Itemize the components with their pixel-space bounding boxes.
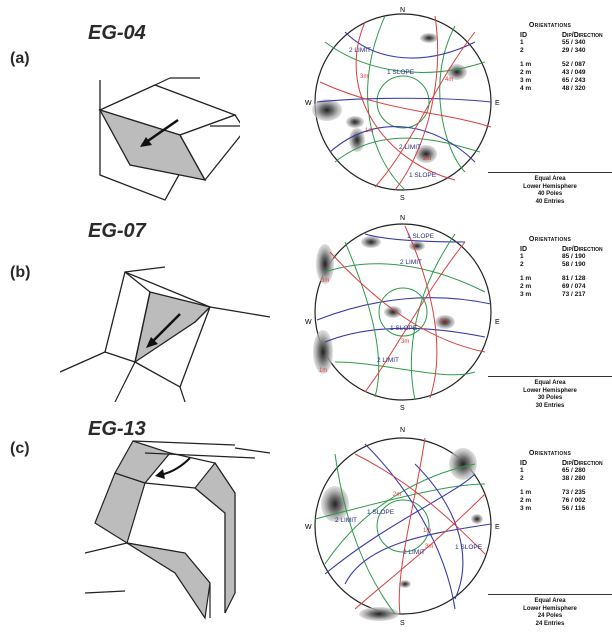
orientations-heading: Orientations [528, 236, 572, 243]
table-row: 3 m 73 / 217 [520, 291, 586, 298]
orientations-heading: Orientations [528, 22, 572, 29]
panel-b: EG-07 (b) N S W [0, 212, 612, 417]
table-row: 2 m 43 / 049 [520, 69, 586, 76]
slope-sketch-b [60, 266, 270, 402]
orientations-table: Orientations ID Dip/Direction 1 85 / 190 … [488, 236, 612, 299]
slope-label: 1 SLOPE [390, 325, 418, 332]
limit-label: 2 LIMIT [399, 144, 421, 151]
west-label: W [305, 524, 312, 531]
limit-label: 2 LIMIT [400, 259, 422, 266]
plot-footer: Equal Area Lower Hemisphere 30 Poles 30 … [488, 376, 612, 410]
panel-letter: (b) [10, 264, 31, 281]
south-label: S [400, 195, 405, 202]
table-row: 4 m 48 / 320 [520, 85, 586, 92]
west-label: W [305, 319, 312, 326]
mean-label: 2m [393, 492, 401, 498]
table-row: 3 m 56 / 116 [520, 505, 586, 512]
mean-label: 1m [365, 128, 373, 134]
table-row: 2 m 69 / 074 [520, 283, 586, 290]
mean-label: 2m [440, 319, 448, 325]
mean-label: 4m [445, 77, 453, 83]
limit-label: 2 LIMIT [377, 357, 399, 364]
table-row: 1 m 81 / 128 [520, 275, 586, 282]
orientations-heading: Orientations [528, 450, 572, 457]
table-header: ID Dip/Direction [520, 460, 603, 467]
stereonet-a: N S W E 2 LIMIT 1 SLOPE 2 LIMIT 1 SLOPE … [305, 7, 500, 202]
north-label: N [400, 7, 405, 14]
table-row: 1 55 / 340 [520, 39, 586, 46]
slope-sketch-c [85, 440, 271, 620]
site-label: EG-04 [88, 22, 146, 44]
east-label: E [495, 319, 500, 326]
panel-letter: (c) [10, 440, 30, 457]
slope-label: 1 SLOPE [387, 69, 415, 76]
slope-label: 1 SLOPE [367, 509, 395, 516]
table-header: ID Dip/Direction [520, 246, 603, 253]
table-row: 2 m 76 / 002 [520, 497, 586, 504]
mean-label: 3m [401, 339, 409, 345]
stereonet-b: N S W E 1 SLOPE 2 LIMIT 1 SLOPE 2 LIMIT … [305, 215, 500, 412]
orientations-table: Orientations ID Dip/Direction 1 65 / 280 … [488, 450, 612, 513]
orientations-table: Orientations ID Dip/Direction 1 55 / 340 … [488, 22, 612, 93]
pole-density-contours [321, 448, 483, 621]
mean-label: 1m [423, 528, 431, 534]
site-label: EG-13 [88, 418, 146, 440]
east-label: E [495, 524, 500, 531]
south-label: S [400, 405, 405, 412]
table-row: 3 m 65 / 243 [520, 77, 586, 84]
slope-label: 1 SLOPE [409, 172, 437, 179]
limit-label: 2 LIMIT [349, 47, 371, 54]
west-label: W [305, 100, 312, 107]
plot-footer: Equal Area Lower Hemisphere 24 Poles 24 … [488, 594, 612, 628]
table-row: 2 38 / 280 [520, 475, 586, 482]
table-row: 1 65 / 280 [520, 467, 586, 474]
table-header: ID Dip/Direction [520, 32, 603, 39]
dip-arrow-c [159, 457, 191, 476]
mean-label: 1m [319, 368, 327, 374]
limit-label: 2 LIMIT [335, 517, 357, 524]
panel-letter: (a) [10, 50, 30, 67]
slope-label: 1 SLOPE [455, 544, 483, 551]
mean-label: 3m [360, 74, 368, 80]
slope-label: 1 SLOPE [407, 233, 435, 240]
table-row: 2 29 / 340 [520, 47, 586, 54]
pole-density-contours [312, 33, 467, 163]
panel-a: EG-04 (a) N [0, 0, 612, 205]
north-label: N [400, 427, 405, 434]
table-row: 1 m 73 / 235 [520, 489, 586, 496]
site-label: EG-07 [88, 220, 146, 242]
mean-label: 3m [425, 544, 433, 550]
dip-arrow-b [149, 313, 181, 345]
table-row: 2 58 / 190 [520, 261, 586, 268]
east-label: E [495, 100, 500, 107]
mean-label: 2m [423, 156, 431, 162]
south-label: S [400, 620, 405, 627]
limit-label: 2 LIMIT [403, 549, 425, 556]
north-label: N [400, 215, 405, 222]
slope-sketch-a [98, 77, 240, 201]
mean-label: 3m [321, 278, 329, 284]
plot-footer: Equal Area Lower Hemisphere 40 Poles 40 … [488, 172, 612, 206]
stereonet-c: N S W E 2 LIMIT 1 SLOPE 2 LIMIT 1 SLOPE … [305, 427, 500, 627]
table-row: 1 m 52 / 087 [520, 61, 586, 68]
table-row: 1 85 / 190 [520, 253, 586, 260]
panel-c: EG-13 (c) [0, 418, 612, 635]
